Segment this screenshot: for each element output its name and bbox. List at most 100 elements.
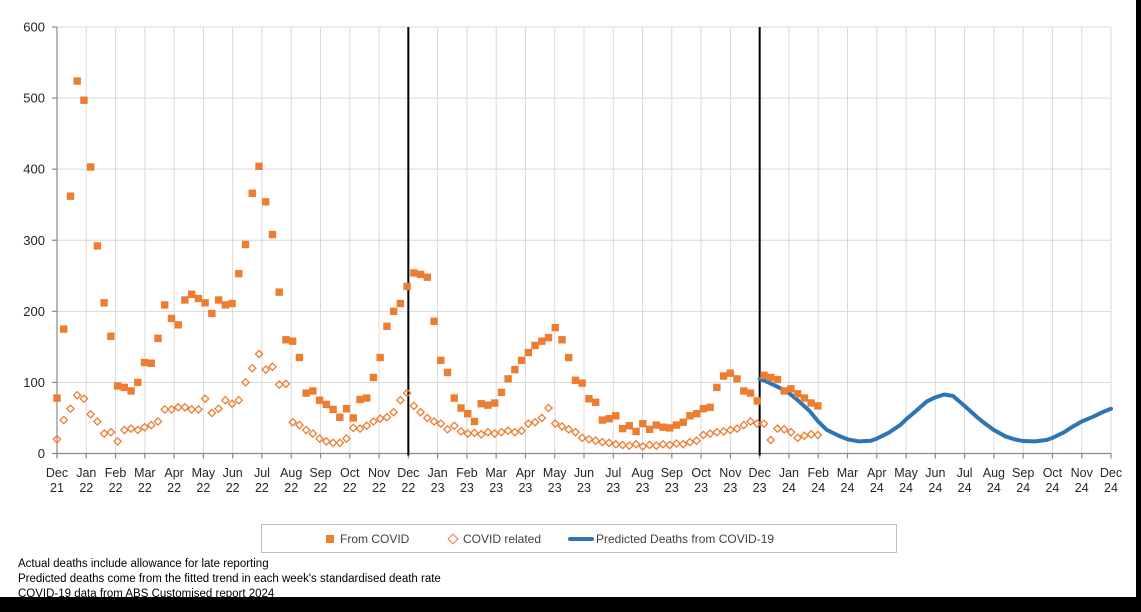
x-axis-labels: Dec21Jan22Feb22Mar22Apr22May22Jun22Jul22… <box>46 466 1122 495</box>
svg-text:Oct: Oct <box>1043 466 1063 480</box>
svg-text:24: 24 <box>1104 481 1118 495</box>
covid-related-legend-marker-icon <box>447 533 459 545</box>
svg-text:Dec: Dec <box>46 466 68 480</box>
svg-text:23: 23 <box>636 481 650 495</box>
svg-text:100: 100 <box>23 375 45 390</box>
y-axis-labels: 0 100 200 300 400 500 600 <box>23 20 45 462</box>
svg-text:Feb: Feb <box>105 466 127 480</box>
svg-text:500: 500 <box>23 91 45 106</box>
svg-text:22: 22 <box>79 481 93 495</box>
footnote-predicted-trend: Predicted deaths come from the fitted tr… <box>18 573 441 585</box>
from-covid-legend-label: From COVID <box>340 532 410 546</box>
svg-text:24: 24 <box>841 481 855 495</box>
svg-text:Apr: Apr <box>516 466 535 480</box>
svg-text:Jul: Jul <box>957 466 973 480</box>
bottom-black-bar <box>0 597 1141 612</box>
svg-text:0: 0 <box>38 446 45 461</box>
svg-text:22: 22 <box>196 481 210 495</box>
svg-text:Dec: Dec <box>749 466 771 480</box>
svg-text:600: 600 <box>23 20 45 35</box>
svg-text:24: 24 <box>1075 481 1089 495</box>
svg-text:21: 21 <box>50 481 64 495</box>
from-covid-legend-marker-icon <box>326 535 334 543</box>
series-from-covid <box>53 77 822 436</box>
svg-text:Jul: Jul <box>605 466 621 480</box>
svg-text:Mar: Mar <box>837 466 859 480</box>
svg-text:Feb: Feb <box>807 466 829 480</box>
svg-text:22: 22 <box>138 481 152 495</box>
svg-text:22: 22 <box>372 481 386 495</box>
svg-text:Jun: Jun <box>925 466 945 480</box>
series-covid-related <box>52 349 823 451</box>
svg-text:Jul: Jul <box>254 466 270 480</box>
svg-text:200: 200 <box>23 304 45 319</box>
svg-text:22: 22 <box>226 481 240 495</box>
covid-deaths-chart: 0100200300400500600Dec21Jan22Feb22Mar22A… <box>23 20 1122 496</box>
svg-text:Dec: Dec <box>1100 466 1122 480</box>
svg-text:Jun: Jun <box>223 466 243 480</box>
svg-text:May: May <box>192 466 216 480</box>
svg-text:Aug: Aug <box>280 466 302 480</box>
svg-text:Sep: Sep <box>1012 466 1034 480</box>
svg-text:23: 23 <box>694 481 708 495</box>
svg-text:23: 23 <box>518 481 532 495</box>
svg-text:23: 23 <box>753 481 767 495</box>
svg-text:Mar: Mar <box>485 466 507 480</box>
svg-text:23: 23 <box>577 481 591 495</box>
svg-text:23: 23 <box>665 481 679 495</box>
svg-text:24: 24 <box>928 481 942 495</box>
svg-text:Sep: Sep <box>309 466 331 480</box>
svg-text:300: 300 <box>23 233 45 248</box>
svg-text:23: 23 <box>606 481 620 495</box>
svg-text:22: 22 <box>284 481 298 495</box>
svg-text:24: 24 <box>782 481 796 495</box>
svg-text:24: 24 <box>1016 481 1030 495</box>
svg-text:Jun: Jun <box>574 466 594 480</box>
svg-text:24: 24 <box>811 481 825 495</box>
svg-text:Nov: Nov <box>368 466 391 480</box>
svg-text:Aug: Aug <box>631 466 653 480</box>
covid-related-legend-label: COVID related <box>463 532 542 546</box>
svg-text:Sep: Sep <box>661 466 683 480</box>
svg-text:24: 24 <box>1045 481 1059 495</box>
svg-text:400: 400 <box>23 162 45 177</box>
svg-text:23: 23 <box>548 481 562 495</box>
svg-text:Nov: Nov <box>719 466 742 480</box>
svg-text:24: 24 <box>899 481 913 495</box>
svg-text:Nov: Nov <box>1071 466 1094 480</box>
axes <box>52 26 1112 459</box>
svg-text:Mar: Mar <box>134 466 156 480</box>
svg-text:22: 22 <box>255 481 269 495</box>
right-black-bar <box>1136 0 1141 612</box>
svg-text:Oct: Oct <box>691 466 711 480</box>
svg-text:Feb: Feb <box>456 466 478 480</box>
svg-text:22: 22 <box>167 481 181 495</box>
series-predicted <box>757 376 1113 444</box>
svg-text:23: 23 <box>460 481 474 495</box>
svg-text:Jan: Jan <box>779 466 799 480</box>
svg-text:Jan: Jan <box>76 466 96 480</box>
svg-text:22: 22 <box>314 481 328 495</box>
footnote-late-reporting: Actual deaths include allowance for late… <box>18 558 269 570</box>
chart-legend: From COVID COVID related Predicted Death… <box>261 524 897 553</box>
svg-text:23: 23 <box>723 481 737 495</box>
svg-text:Oct: Oct <box>340 466 360 480</box>
svg-text:22: 22 <box>343 481 357 495</box>
svg-text:22: 22 <box>401 481 415 495</box>
svg-text:Apr: Apr <box>164 466 183 480</box>
svg-text:23: 23 <box>489 481 503 495</box>
predicted-deaths-legend-marker-icon <box>568 537 594 541</box>
svg-text:Jan: Jan <box>428 466 448 480</box>
svg-text:Aug: Aug <box>983 466 1005 480</box>
svg-text:24: 24 <box>870 481 884 495</box>
svg-text:Apr: Apr <box>867 466 886 480</box>
svg-text:24: 24 <box>987 481 1001 495</box>
svg-text:May: May <box>894 466 918 480</box>
predicted-deaths-legend-label: Predicted Deaths from COVID-19 <box>596 532 775 546</box>
svg-text:May: May <box>543 466 567 480</box>
chart-footnotes: Actual deaths include allowance for late… <box>18 557 441 602</box>
svg-text:Dec: Dec <box>397 466 419 480</box>
event-divider-lines <box>407 27 761 456</box>
svg-text:24: 24 <box>958 481 972 495</box>
